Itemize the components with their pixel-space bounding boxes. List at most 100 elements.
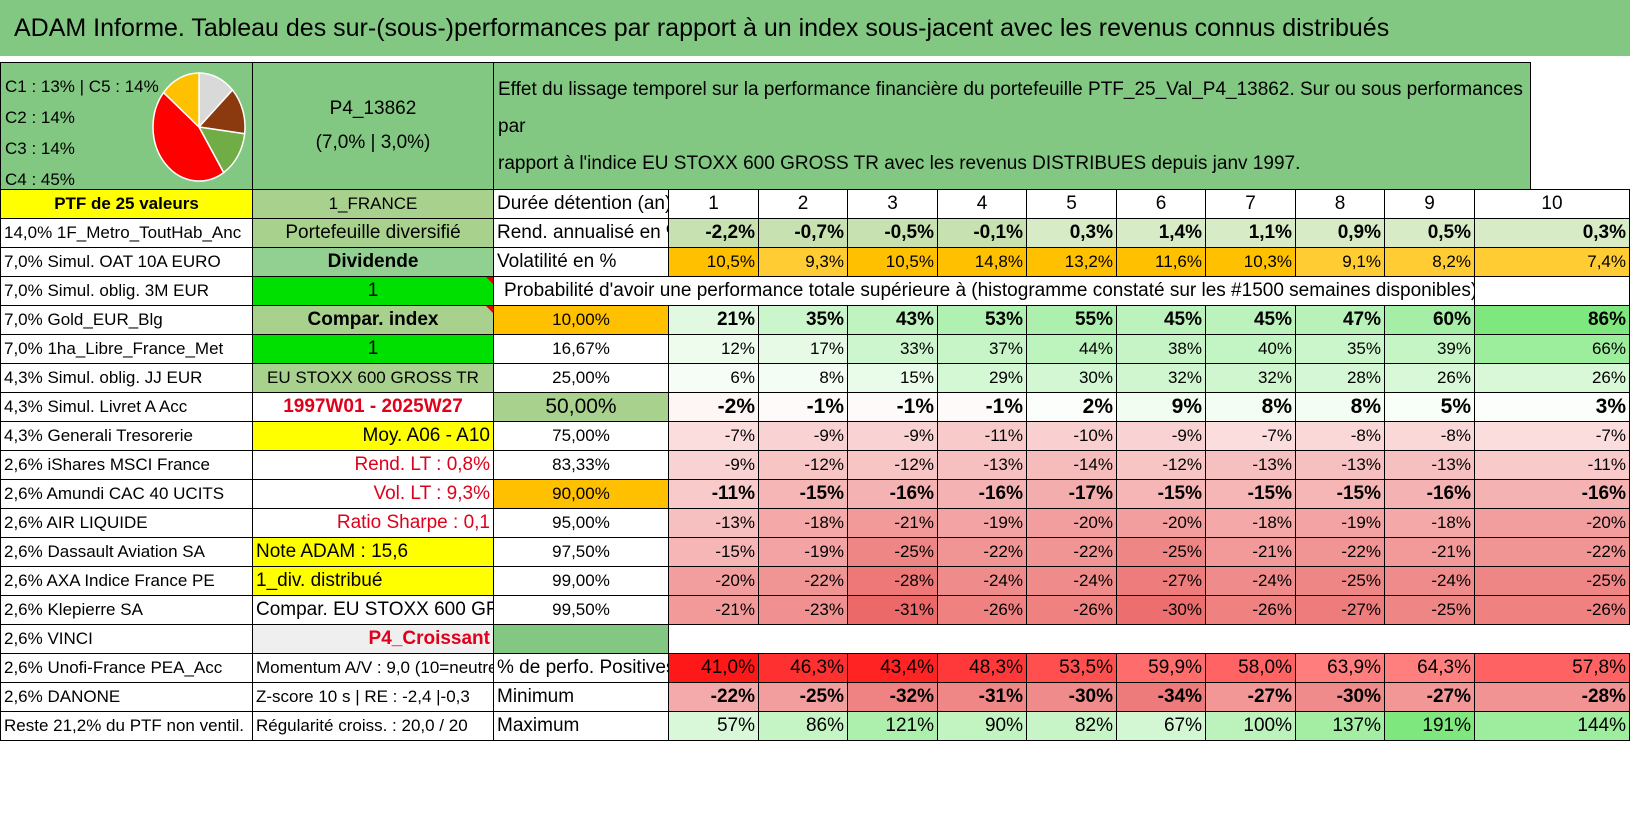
maximum-value: 100% <box>1205 711 1296 741</box>
quantile-value: -23% <box>758 595 848 625</box>
quantile-value: 8% <box>1205 392 1296 422</box>
quantile-value: -17% <box>1026 479 1117 509</box>
volatility-label: Volatilité en % <box>493 247 669 277</box>
empty-cell <box>493 624 669 654</box>
quantile-value: 47% <box>1295 305 1385 335</box>
info-cell: Dividende <box>252 247 494 277</box>
quantile-value: -27% <box>1116 566 1206 596</box>
quantile-value: 9% <box>1116 392 1206 422</box>
quantile-value: -18% <box>758 508 848 538</box>
quantile-value: 60% <box>1384 305 1475 335</box>
table-row: 4,3% Simul. oblig. JJ EUR EU STOXX 600 GR… <box>0 363 1630 393</box>
quantile-value: 53% <box>937 305 1027 335</box>
quantile-value: 86% <box>1474 305 1630 335</box>
info-cell: Momentum A/V : 9,0 (10=neutre) <box>252 653 494 683</box>
pie-label: C1 : 13% | C5 : 14% <box>5 77 159 96</box>
info-cell: Ratio Sharpe : 0,1 <box>252 508 494 538</box>
quantile-value: -20% <box>1026 508 1117 538</box>
quantile-value: -13% <box>1384 450 1475 480</box>
empty-cell <box>1474 276 1630 306</box>
info-cell: Rend. LT : 0,8% <box>252 450 494 480</box>
table-row: Reste 21,2% du PTF non ventil. Régularité… <box>0 711 1630 741</box>
quantile-value: 12% <box>668 334 759 364</box>
quantile-value: -28% <box>847 566 938 596</box>
quantile-value: 26% <box>1474 363 1630 393</box>
info-cell: Z-score 10 s | RE : -2,4 |-0,3 <box>252 682 494 712</box>
quantile-value: 3% <box>1474 392 1630 422</box>
table-row: 4,3% Simul. Livret A Acc 1997W01 - 2025W2… <box>0 392 1630 422</box>
quantile-value: -22% <box>1026 537 1117 567</box>
info-cell: 1 <box>252 334 494 364</box>
quantile-value: -25% <box>1295 566 1385 596</box>
quantile-value: -12% <box>758 450 848 480</box>
info-cell: Portefeuille diversifié <box>252 218 494 248</box>
quantile-value: -9% <box>1116 421 1206 451</box>
quantile-value: -21% <box>668 595 759 625</box>
quantile-value: -8% <box>1295 421 1385 451</box>
quantile-value: 29% <box>937 363 1027 393</box>
holding-item: 7,0% Simul. oblig. 3M EUR <box>0 276 253 306</box>
volatility-value: 14,8% <box>937 247 1027 277</box>
annual-return-value: 0,9% <box>1295 218 1385 248</box>
quantile-label: 99,00% <box>493 566 669 596</box>
volatility-value: 9,3% <box>758 247 848 277</box>
quantile-value: -21% <box>1384 537 1475 567</box>
info-cell: P4_Croissant <box>252 624 494 654</box>
quantile-value: 32% <box>1205 363 1296 393</box>
holding-item: Reste 21,2% du PTF non ventil. <box>0 711 253 741</box>
quantile-label: 97,50% <box>493 537 669 567</box>
table-row: 7,0% Gold_EUR_Blg Compar. index 10,00% 21% 3… <box>0 305 1630 335</box>
year-header: 3 <box>847 189 938 219</box>
quantile-value: 37% <box>937 334 1027 364</box>
table-row: 2,6% Dassault Aviation SA Note ADAM : 15,… <box>0 537 1630 567</box>
minimum-value: -32% <box>847 682 938 712</box>
quantile-value: -2% <box>668 392 759 422</box>
minimum-value: -28% <box>1474 682 1630 712</box>
holding-item: 7,0% Gold_EUR_Blg <box>0 305 253 335</box>
positive-perf-value: 43,4% <box>847 653 938 683</box>
quantile-value: 2% <box>1026 392 1117 422</box>
volatility-value: 8,2% <box>1384 247 1475 277</box>
empty-cell <box>668 624 1630 654</box>
quantile-label: 25,00% <box>493 363 669 393</box>
info-cell: Compar. index <box>252 305 494 335</box>
quantile-value: 66% <box>1474 334 1630 364</box>
holding-item: 2,6% AIR LIQUIDE <box>0 508 253 538</box>
quantile-value: -11% <box>668 479 759 509</box>
quantile-value: -24% <box>937 566 1027 596</box>
page-title: ADAM Informe. Tableau des sur-(sous-)per… <box>0 0 1630 62</box>
table-row: 2,6% iShares MSCI France Rend. LT : 0,8% 8… <box>0 450 1630 480</box>
holding-item: 7,0% 1ha_Libre_France_Met <box>0 334 253 364</box>
quantile-value: -9% <box>668 450 759 480</box>
table-row: 2,6% Unofi-France PEA_Acc Momentum A/V : … <box>0 653 1630 683</box>
volatility-value: 11,6% <box>1116 247 1206 277</box>
quantile-value: -1% <box>847 392 938 422</box>
quantile-value: -12% <box>1116 450 1206 480</box>
pie-chart-cell: C1 : 13% | C5 : 14% C2 : 14% C3 : 14% C4… <box>0 62 253 190</box>
quantile-value: -13% <box>1295 450 1385 480</box>
info-cell: 1 <box>252 276 494 306</box>
positive-perf-value: 46,3% <box>758 653 848 683</box>
info-cell: EU STOXX 600 GROSS TR <box>252 363 494 393</box>
year-header: 7 <box>1205 189 1296 219</box>
table-row: PTF de 25 valeurs 1_FRANCE Durée détention… <box>0 189 1630 219</box>
volatility-value: 10,5% <box>668 247 759 277</box>
quantile-value: -25% <box>1116 537 1206 567</box>
quantile-value: -16% <box>1384 479 1475 509</box>
quantile-value: -18% <box>1205 508 1296 538</box>
quantile-value: 45% <box>1205 305 1296 335</box>
annual-return-label: Rend. annualisé en % <box>493 218 669 248</box>
table-row: 7,0% 1ha_Libre_France_Met 1 16,67% 12% 17% 33… <box>0 334 1630 364</box>
probability-label: Probabilité d'avoir une performance tota… <box>493 276 1475 306</box>
quantile-value: -22% <box>1295 537 1385 567</box>
year-header: 1 <box>668 189 759 219</box>
quantile-value: -1% <box>937 392 1027 422</box>
quantile-value: -10% <box>1026 421 1117 451</box>
positive-perf-value: 58,0% <box>1205 653 1296 683</box>
annual-return-value: 0,5% <box>1384 218 1475 248</box>
quantile-value: -20% <box>1116 508 1206 538</box>
quantile-value: -1% <box>758 392 848 422</box>
quantile-value: 44% <box>1026 334 1117 364</box>
maximum-value: 191% <box>1384 711 1475 741</box>
maximum-value: 82% <box>1026 711 1117 741</box>
